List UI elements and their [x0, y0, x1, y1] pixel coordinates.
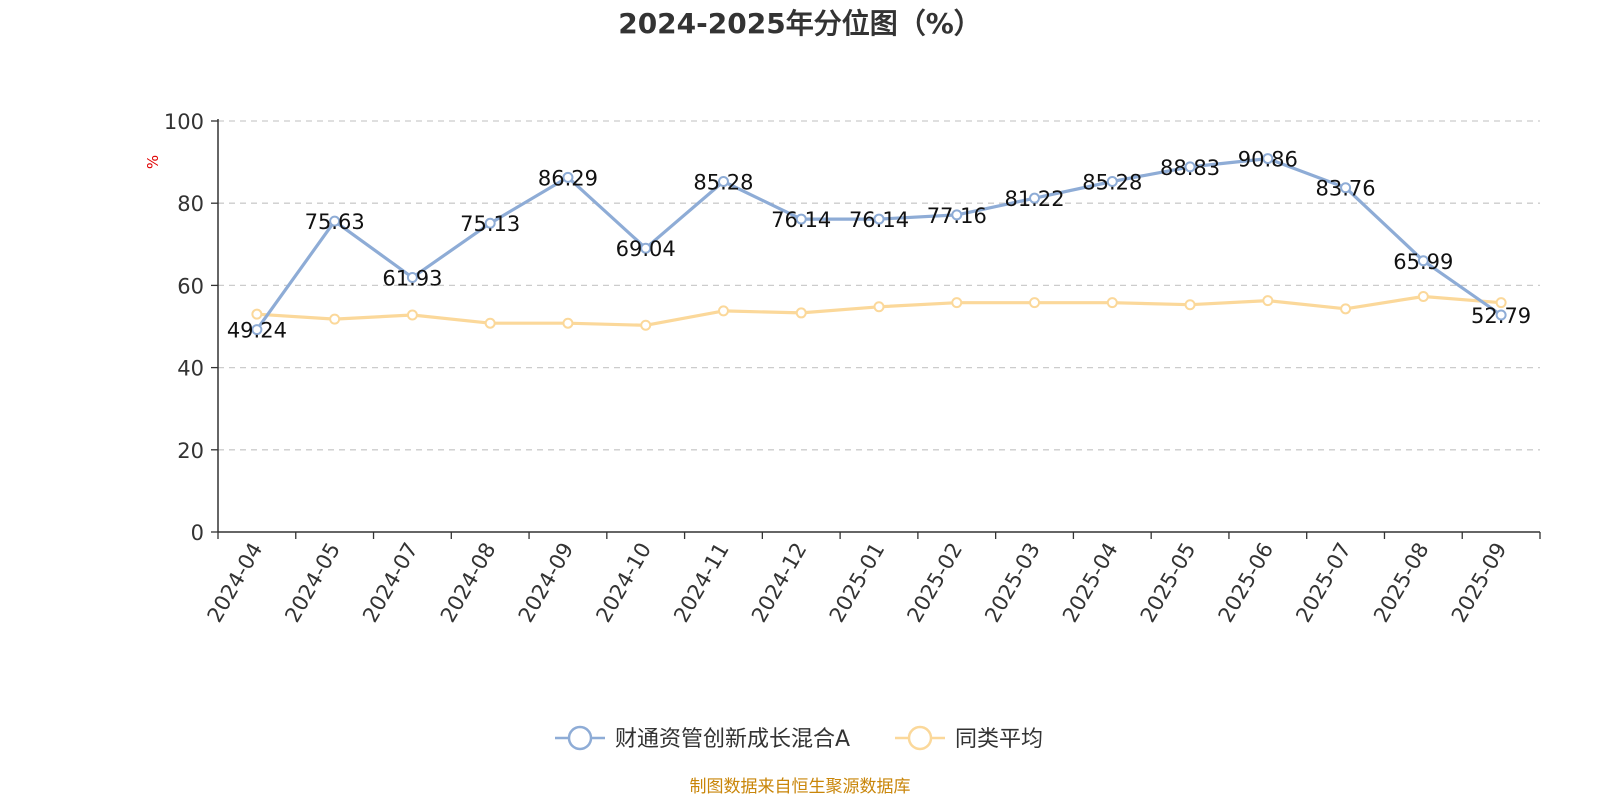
data-point[interactable]	[951, 209, 963, 221]
chart-title: 2024-2025年分位图（%）	[618, 7, 982, 40]
data-label: 49.24	[227, 319, 287, 343]
data-point[interactable]	[795, 213, 807, 225]
x-tick-label: 2024-07	[358, 539, 423, 627]
x-tick-label: 2024-12	[747, 539, 812, 627]
data-label: 81.22	[1004, 187, 1064, 211]
legend-marker[interactable]	[567, 725, 593, 751]
x-tick-label: 2024-11	[669, 539, 734, 627]
legend-label[interactable]: 同类平均	[955, 727, 1043, 752]
x-tick-label: 2024-05	[280, 539, 345, 627]
data-point[interactable]	[251, 324, 263, 336]
source-note: 制图数据来自恒生聚源数据库	[690, 777, 911, 797]
data-labels: 49.24 75.63 61.93 75.13 86.29 69.04 85.28 76.14…	[227, 148, 1531, 343]
x-tick-label: 2024-04	[203, 539, 268, 627]
data-label: 76.14	[771, 208, 831, 232]
y-tick-label: 80	[177, 192, 204, 216]
series-group	[251, 153, 1507, 336]
data-label: 52.79	[1471, 304, 1531, 328]
data-point[interactable]	[1106, 297, 1118, 309]
data-label: 75.13	[460, 212, 520, 236]
y-tick-label: 100	[164, 110, 204, 134]
data-point[interactable]	[1029, 192, 1041, 204]
x-tick-label: 2024-09	[514, 539, 579, 627]
data-label: 86.29	[538, 166, 598, 190]
legend-label[interactable]: 财通资管创新成长混合A	[615, 727, 850, 752]
data-point[interactable]	[1417, 255, 1429, 267]
data-point[interactable]	[406, 271, 418, 283]
data-point[interactable]	[484, 217, 496, 229]
data-point[interactable]	[717, 305, 729, 317]
data-label: 88.83	[1160, 156, 1220, 180]
data-point[interactable]	[640, 242, 652, 254]
data-point[interactable]	[1106, 175, 1118, 187]
data-point[interactable]	[1029, 297, 1041, 309]
data-point[interactable]	[1495, 297, 1507, 309]
data-label: 85.28	[1082, 170, 1142, 194]
data-label: 90.86	[1238, 148, 1298, 172]
data-point[interactable]	[1417, 290, 1429, 302]
x-tick-label: 2024-10	[591, 539, 656, 627]
data-point[interactable]	[329, 215, 341, 227]
data-label: 69.04	[616, 237, 676, 261]
data-point[interactable]	[873, 213, 885, 225]
x-tick-label: 2025-04	[1058, 539, 1123, 627]
data-point[interactable]	[795, 307, 807, 319]
data-label: 77.16	[927, 204, 987, 228]
x-tick-label: 2025-03	[980, 539, 1045, 627]
data-label: 65.99	[1393, 250, 1453, 274]
data-point[interactable]	[484, 317, 496, 329]
data-point[interactable]	[640, 319, 652, 331]
data-label: 83.76	[1316, 177, 1376, 201]
data-point[interactable]	[951, 297, 963, 309]
data-point[interactable]	[562, 171, 574, 183]
y-axis-label: %	[144, 155, 162, 169]
legend[interactable]: 财通资管创新成长混合A 同类平均	[555, 725, 1043, 752]
x-tick-label: 2025-05	[1136, 539, 1201, 627]
x-tick-label: 2025-06	[1213, 539, 1278, 627]
data-point[interactable]	[1184, 299, 1196, 311]
x-tick-label: 2025-09	[1447, 539, 1512, 627]
legend-marker[interactable]	[907, 725, 933, 751]
x-tick-label: 2025-08	[1369, 539, 1434, 627]
grid-lines	[218, 120, 1540, 451]
y-tick-label: 60	[177, 274, 204, 298]
data-point[interactable]	[717, 175, 729, 187]
data-label: 76.14	[849, 208, 909, 232]
y-tick-label: 0	[191, 521, 204, 545]
data-point[interactable]	[251, 308, 263, 320]
data-label: 75.63	[305, 210, 365, 234]
data-label: 85.28	[693, 170, 753, 194]
x-tick-label: 2025-02	[902, 538, 967, 626]
data-point[interactable]	[562, 317, 574, 329]
data-point[interactable]	[1184, 161, 1196, 173]
data-point[interactable]	[1340, 303, 1352, 315]
x-tick-label: 2024-08	[436, 539, 501, 627]
data-point[interactable]	[1262, 295, 1274, 307]
data-point[interactable]	[1262, 153, 1274, 165]
y-tick-label: 20	[177, 439, 204, 463]
data-point[interactable]	[406, 309, 418, 321]
data-label: 61.93	[382, 266, 442, 290]
data-point[interactable]	[1340, 182, 1352, 194]
data-point[interactable]	[873, 301, 885, 313]
data-point[interactable]	[1495, 309, 1507, 321]
x-tick-label: 2025-01	[825, 539, 890, 627]
x-tick-label: 2025-07	[1291, 539, 1356, 627]
data-point[interactable]	[329, 313, 341, 325]
y-tick-label: 40	[177, 357, 204, 381]
